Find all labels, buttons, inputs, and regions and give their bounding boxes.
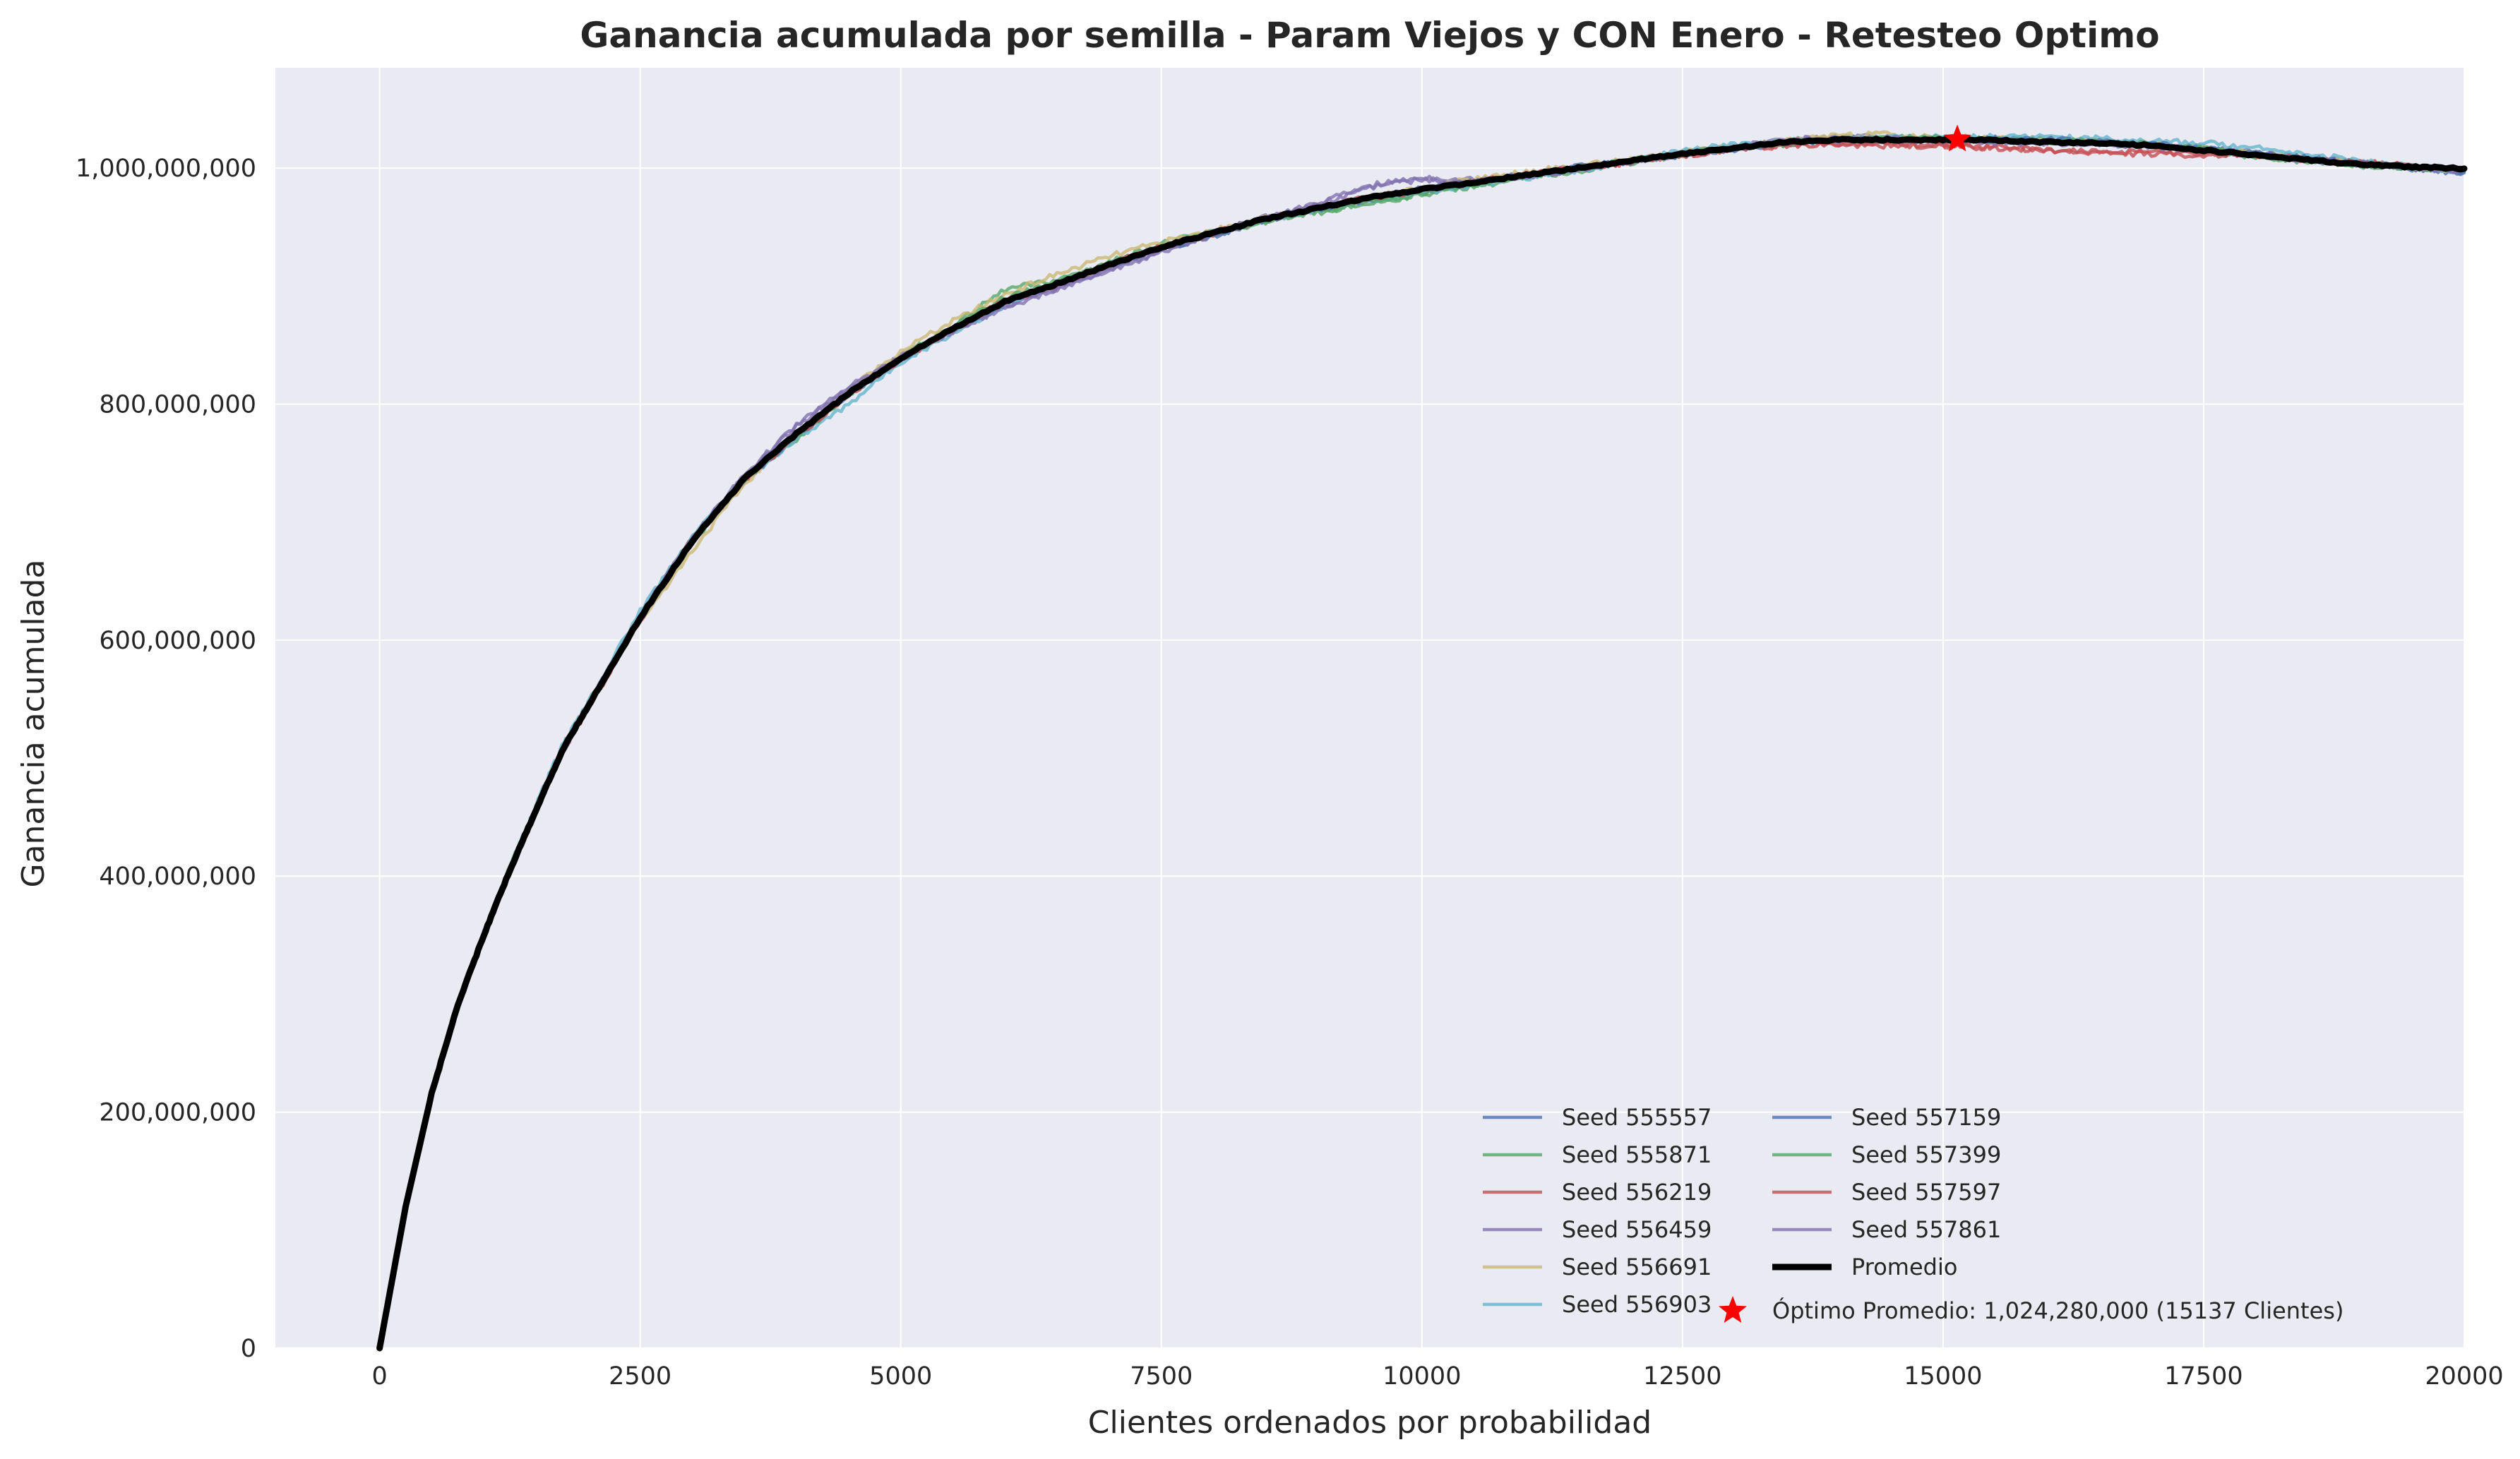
series-layer [376, 130, 2468, 1352]
legend-label: Seed 556219 [1562, 1179, 1712, 1206]
chart-title: Ganancia acumulada por semilla - Param V… [580, 15, 2159, 56]
y-tick-label: 600,000,000 [99, 627, 256, 655]
x-tick-label: 17500 [2164, 1362, 2243, 1391]
x-tick-label: 5000 [869, 1362, 932, 1391]
legend-optimum-label: Óptimo Promedio: 1,024,280,000 (15137 Cl… [1772, 1297, 2343, 1324]
y-axis-label: Ganancia acumulada [16, 559, 52, 887]
legend-label: Seed 556459 [1562, 1216, 1712, 1243]
legend-label: Seed 557597 [1851, 1179, 2001, 1206]
series-line-promedio [376, 135, 2468, 1352]
x-tick-label: 12500 [1643, 1362, 1721, 1391]
y-tick-label: 200,000,000 [99, 1099, 256, 1127]
x-tick-label: 10000 [1383, 1362, 1461, 1391]
x-axis-label: Clientes ordenados por probabilidad [1088, 1405, 1652, 1441]
y-tick-label: 800,000,000 [99, 390, 256, 419]
x-tick-label: 15000 [1904, 1362, 1982, 1391]
x-tick-label: 7500 [1130, 1362, 1193, 1391]
x-tick-label: 2500 [609, 1362, 671, 1391]
legend-label: Seed 555557 [1562, 1104, 1712, 1131]
y-tick-label: 400,000,000 [99, 863, 256, 891]
y-axis-ticks: 0 200,000,000 400,000,000 600,000,000 800,00… [76, 155, 256, 1363]
legend-label: Seed 556903 [1562, 1291, 1712, 1318]
x-axis-ticks: 0 2500 5000 7500 10000 12500 15000 17500 20000 [371, 1362, 2503, 1391]
gridlines [275, 68, 2465, 1349]
legend-label: Seed 556691 [1562, 1254, 1712, 1280]
legend: Seed 555557 Seed 555871 Seed 556219 Seed 55… [1483, 1104, 2343, 1324]
legend-label: Seed 557399 [1851, 1141, 2001, 1168]
legend-label: Seed 555871 [1562, 1141, 1712, 1168]
legend-label: Promedio [1851, 1254, 1957, 1280]
legend-label: Seed 557861 [1851, 1216, 2001, 1243]
y-tick-label: 1,000,000,000 [76, 155, 256, 183]
optimum-layer [1943, 124, 1972, 152]
x-tick-label: 20000 [2425, 1362, 2503, 1391]
plot-background [275, 68, 2464, 1348]
legend-label: Seed 557159 [1851, 1104, 2001, 1131]
x-tick-label: 0 [371, 1362, 387, 1391]
optimum-star-icon [1943, 124, 1972, 152]
legend-star-icon [1719, 1296, 1747, 1323]
y-tick-label: 0 [241, 1335, 256, 1363]
